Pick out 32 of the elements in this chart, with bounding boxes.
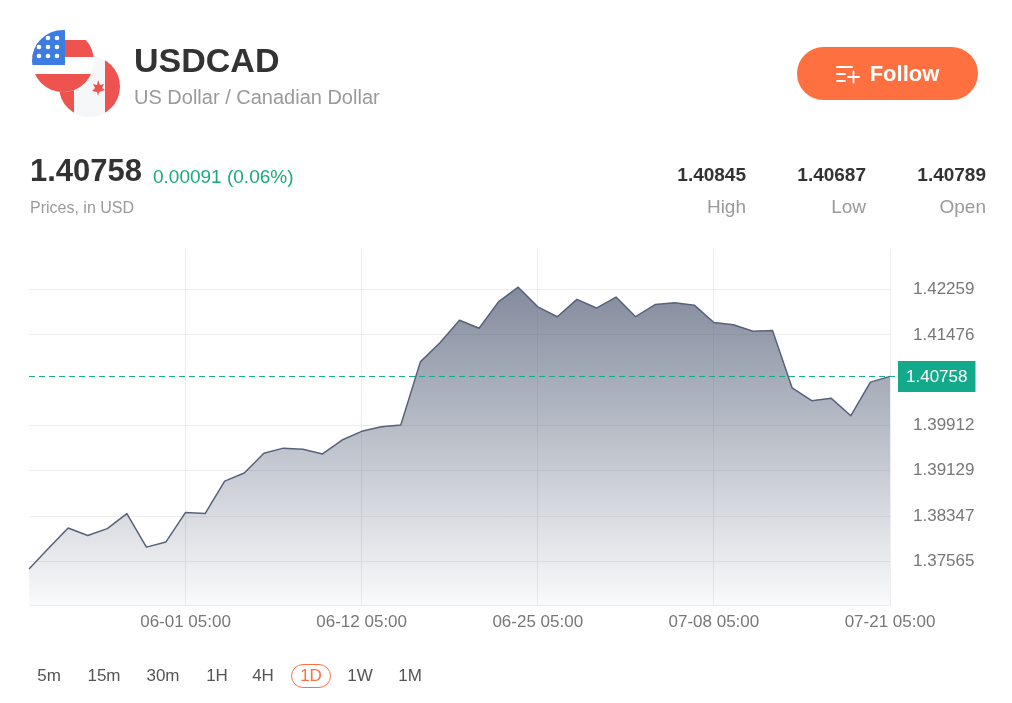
text: 1W: [347, 665, 373, 687]
chart-title: USDCAD: [134, 39, 280, 81]
text: Low: [831, 195, 866, 219]
y-tick-label: 1.41476: [913, 324, 975, 344]
x-tick-label: 06-25 05:00: [492, 611, 584, 631]
text: 1.40687: [797, 163, 866, 187]
ref-line-label: 1.40758: [906, 367, 968, 387]
x-tick-label: 07-08 05:00: [668, 611, 760, 631]
y-tick-label: 1.42259: [913, 279, 975, 299]
y-tick-label: 1.39912: [913, 415, 975, 435]
y-tick-label: 1.39129: [913, 460, 975, 480]
y-tick-label: 1.37565: [913, 550, 975, 570]
text: 30m: [146, 665, 180, 687]
text: 0.00091 (0.06%): [153, 165, 294, 189]
text: Prices, in USD: [30, 198, 135, 218]
text: High: [706, 195, 746, 219]
text: 4H: [252, 665, 274, 687]
text: 1D: [300, 665, 322, 687]
y-tick-label: 1.38347: [913, 505, 975, 525]
text: Open: [939, 195, 986, 219]
text: 1.40845: [677, 163, 746, 187]
x-tick-label: 06-01 05:00: [140, 611, 231, 631]
chart-subtitle: US Dollar / Canadian Dollar: [134, 85, 380, 109]
text: 1.40789: [917, 163, 986, 187]
text: 15m: [87, 665, 121, 687]
follow-button[interactable]: Follow: [797, 47, 978, 100]
text: 1.40758: [30, 152, 143, 190]
text: 5m: [37, 665, 61, 687]
text: 1M: [398, 665, 422, 687]
x-tick-label: 07-21 05:00: [844, 611, 936, 631]
text: 1H: [206, 665, 228, 687]
x-tick-label: 06-12 05:00: [316, 611, 408, 631]
